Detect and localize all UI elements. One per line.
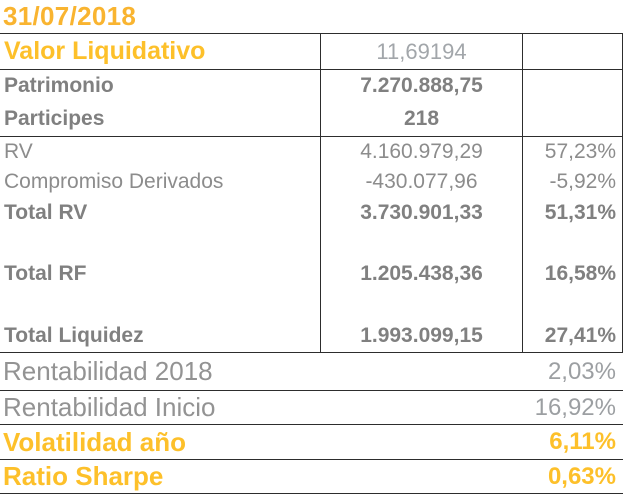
summary-row-rentabilidad-2018: Rentabilidad 2018 2,03%: [0, 353, 623, 391]
table-row-patrimonio: Patrimonio 7.270.888,75: [0, 70, 623, 102]
table-row-rv: RV 4.160.979,29 57,23%: [0, 137, 623, 167]
row-percent-cell: [522, 102, 623, 136]
row-percent-cell: [522, 289, 623, 319]
summary-label: Ratio Sharpe: [3, 461, 164, 491]
table-row-empty: [0, 289, 623, 319]
report-header: 31/07/2018: [0, 0, 623, 34]
row-percent-cell: [522, 70, 623, 102]
row-percent: 16,58%: [544, 261, 616, 285]
row-value-cell: -430.077,96: [320, 167, 522, 197]
row-percent-cell: 51,31%: [522, 197, 623, 228]
row-label: Valor Liquidativo: [4, 37, 206, 65]
summary-value: 16,92%: [534, 393, 616, 421]
row-label: Patrimonio: [4, 74, 114, 97]
row-percent: -5,92%: [549, 170, 616, 193]
summary-value: 2,03%: [547, 357, 616, 385]
row-label: Total Liquidez: [4, 323, 144, 347]
table-row-total-rv: Total RV 3.730.901,33 51,31%: [0, 197, 623, 228]
row-value-cell: 11,69194: [320, 34, 522, 69]
row-label-cell: RV: [0, 137, 320, 167]
row-value: 1.993.099,15: [360, 323, 483, 347]
row-percent-cell: 16,58%: [522, 258, 623, 289]
row-label: Participes: [4, 107, 105, 130]
row-label: Total RF: [4, 261, 87, 285]
summary-label: Volatilidad año: [3, 426, 186, 457]
summary-row-ratio-sharpe: Ratio Sharpe 0,63%: [0, 460, 623, 494]
row-label-cell: Participes: [0, 102, 320, 136]
summary-label: Rentabilidad Inicio: [3, 392, 216, 422]
row-value: -430.077,96: [365, 170, 478, 193]
row-label-cell: Valor Liquidativo: [0, 34, 320, 69]
row-value: 218: [403, 107, 440, 130]
row-label: RV: [4, 140, 33, 163]
summary-row-rentabilidad-inicio: Rentabilidad Inicio 16,92%: [0, 391, 623, 425]
table-row-compromiso-derivados: Compromiso Derivados -430.077,96 -5,92%: [0, 167, 623, 197]
row-percent-cell: -5,92%: [522, 167, 623, 197]
row-label: Total RV: [4, 200, 88, 224]
row-value: 7.270.888,75: [360, 74, 483, 97]
row-value-cell: [320, 289, 522, 319]
summary-row-volatilidad-ano: Volatilidad año 6,11%: [0, 425, 623, 460]
row-label-cell: Patrimonio: [0, 70, 320, 102]
table-row-empty: [0, 228, 623, 258]
table-row-participes: Participes 218: [0, 102, 623, 137]
row-label-cell: Compromiso Derivados: [0, 167, 320, 197]
summary-label: Rentabilidad 2018: [3, 356, 213, 386]
summary-value: 0,63%: [547, 462, 616, 490]
row-percent-cell: 57,23%: [522, 137, 623, 167]
row-percent: 57,23%: [544, 140, 616, 163]
row-value: 1.205.438,36: [360, 261, 483, 285]
row-value-cell: [320, 228, 522, 258]
row-value: 11,69194: [376, 38, 467, 64]
row-value: 3.730.901,33: [360, 200, 483, 224]
row-percent-cell: 27,41%: [522, 319, 623, 352]
row-label-cell: [0, 289, 320, 319]
row-label: Compromiso Derivados: [4, 170, 224, 193]
row-label-cell: Total Liquidez: [0, 319, 320, 352]
row-value-cell: 1.993.099,15: [320, 319, 522, 352]
row-percent: 27,41%: [544, 323, 616, 347]
row-percent-cell: [522, 228, 623, 258]
report-date-title: 31/07/2018: [3, 1, 137, 31]
table-row-total-rf: Total RF 1.205.438,36 16,58%: [0, 258, 623, 289]
row-value: 4.160.979,29: [360, 140, 483, 163]
table-row-valor-liquidativo: Valor Liquidativo 11,69194: [0, 34, 623, 70]
row-value-cell: 7.270.888,75: [320, 70, 522, 102]
row-label-cell: [0, 228, 320, 258]
row-value-cell: 4.160.979,29: [320, 137, 522, 167]
row-value-cell: 3.730.901,33: [320, 197, 522, 228]
row-label-cell: Total RV: [0, 197, 320, 228]
row-label-cell: Total RF: [0, 258, 320, 289]
row-value-cell: 1.205.438,36: [320, 258, 522, 289]
row-value-cell: 218: [320, 102, 522, 136]
row-percent: 51,31%: [544, 200, 616, 224]
summary-value: 6,11%: [549, 428, 616, 455]
table-row-total-liquidez: Total Liquidez 1.993.099,15 27,41%: [0, 319, 623, 353]
row-percent-cell: [522, 34, 623, 69]
